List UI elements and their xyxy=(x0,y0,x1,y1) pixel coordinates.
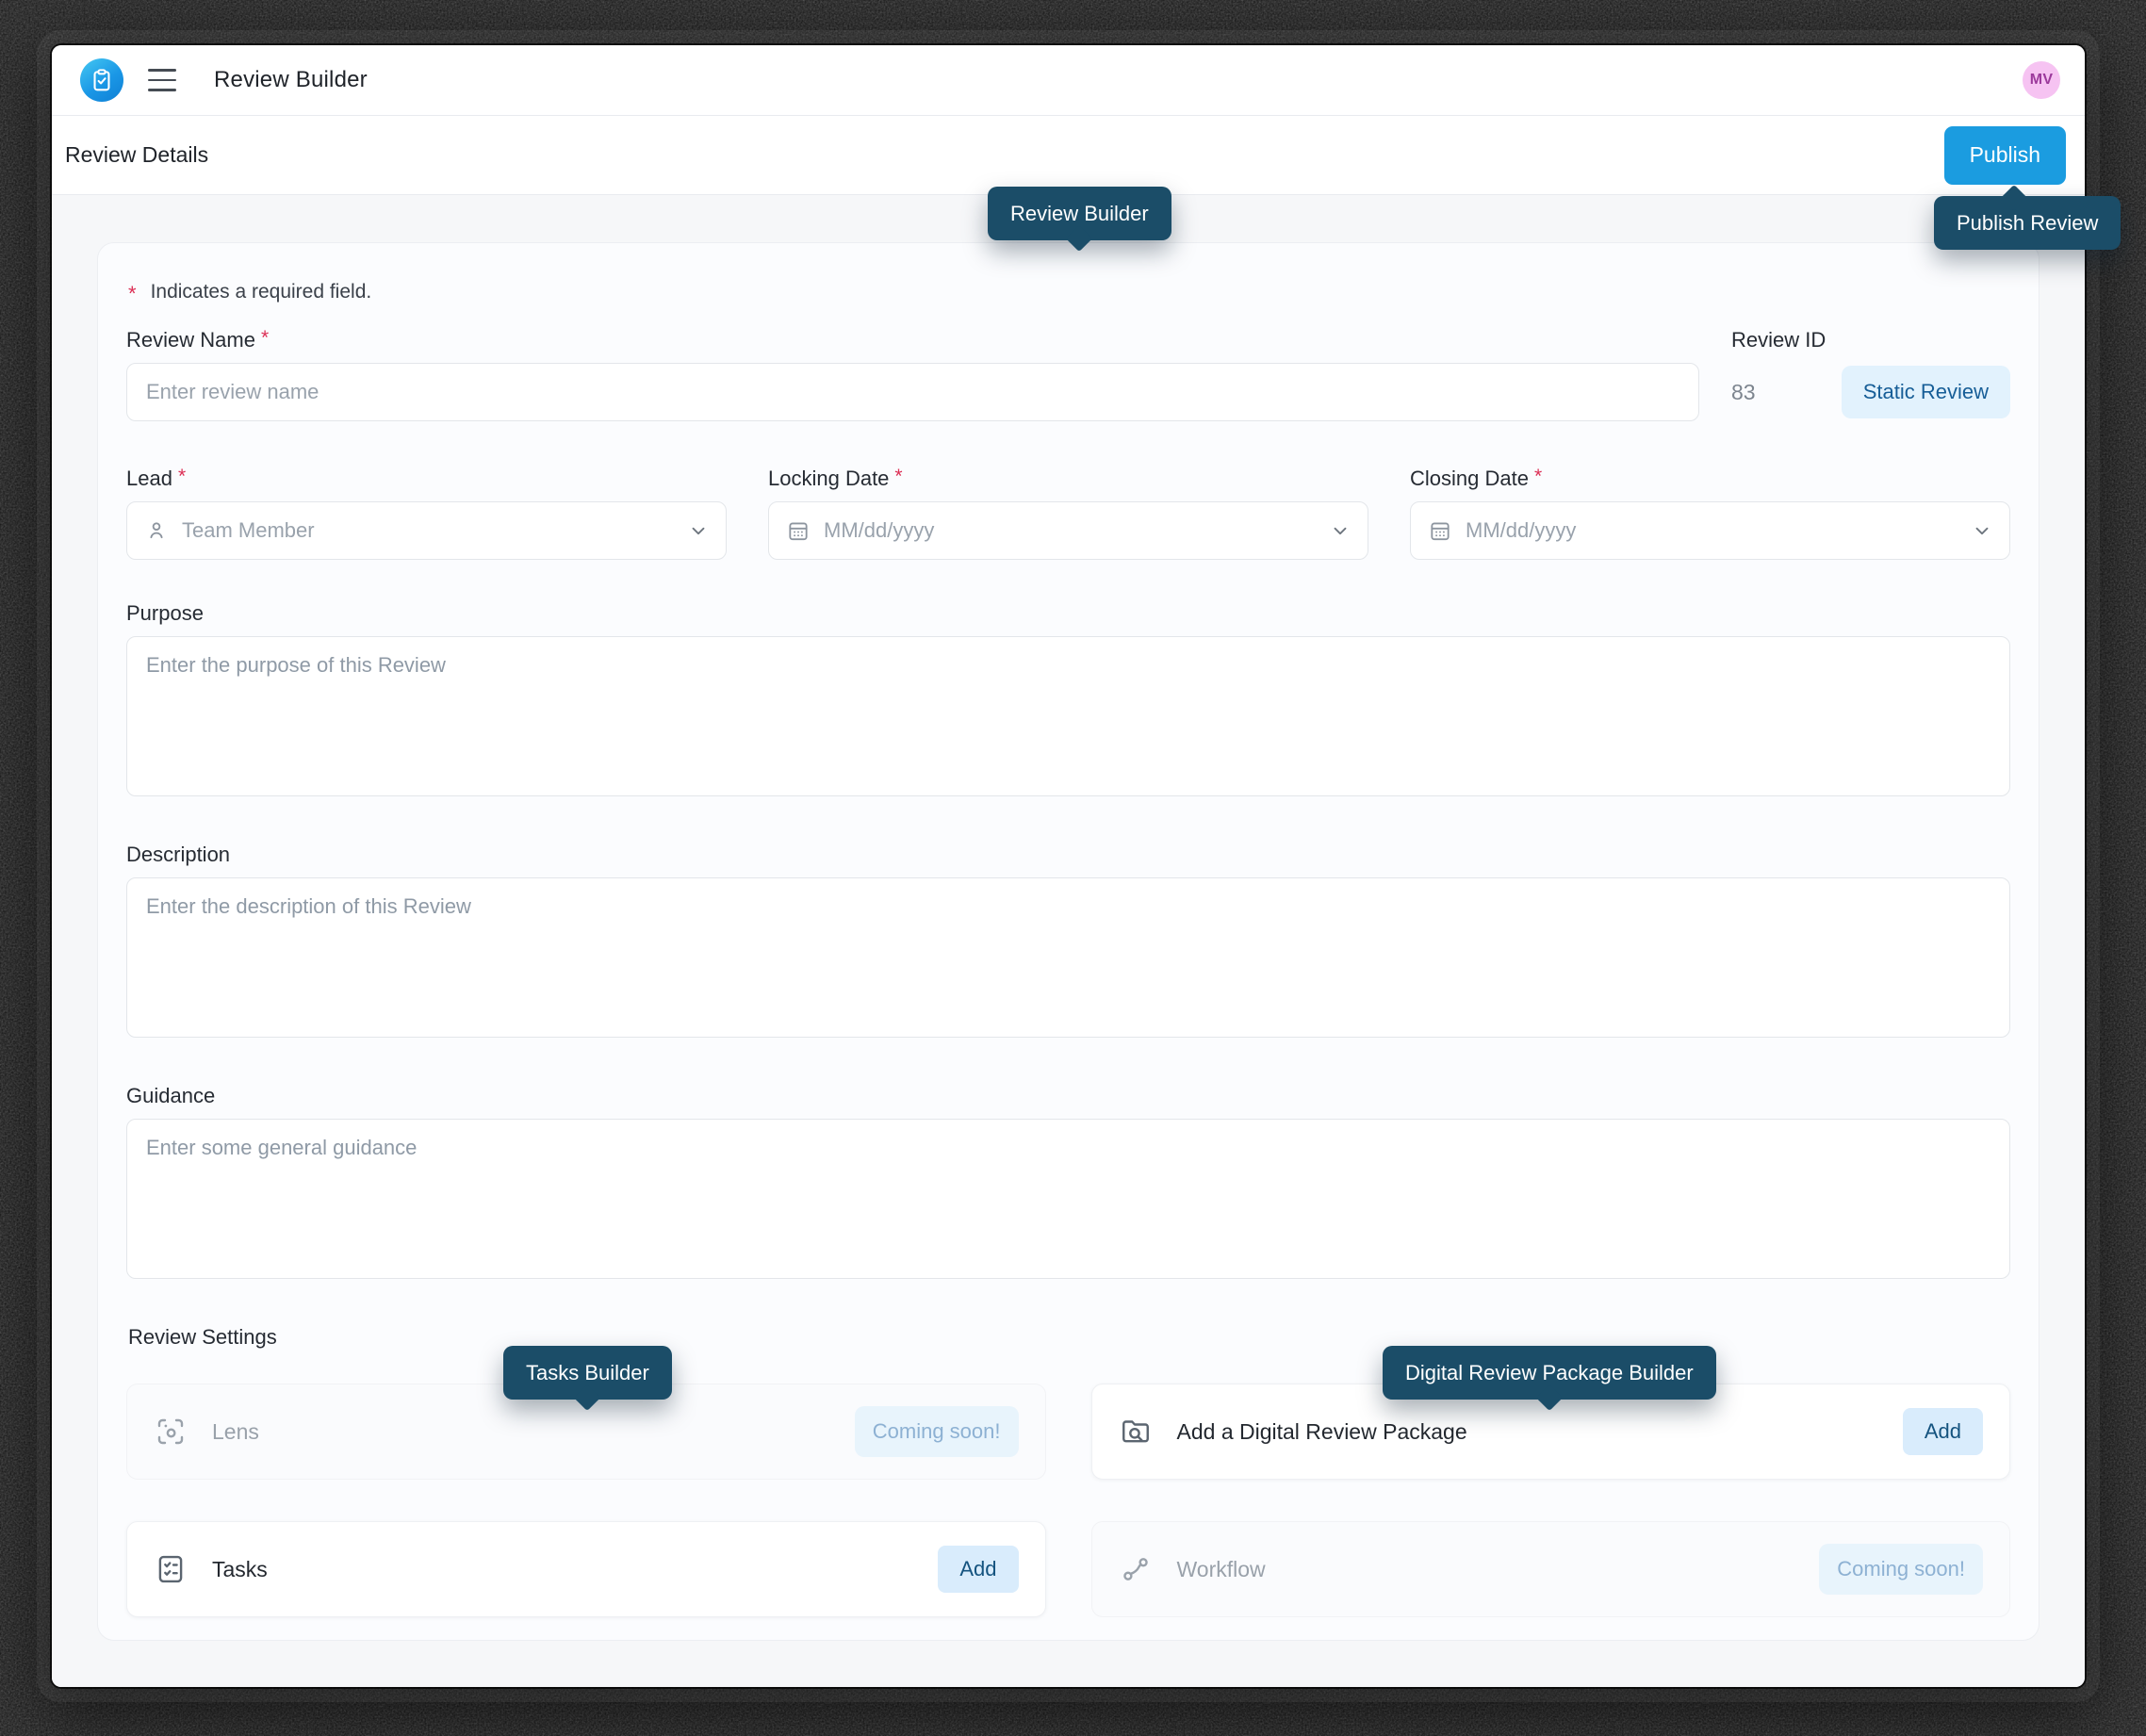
lens-coming-soon-badge: Coming soon! xyxy=(854,1406,1019,1457)
review-name-input[interactable] xyxy=(126,363,1699,421)
digital-review-package-builder-tooltip: Digital Review Package Builder xyxy=(1383,1346,1716,1412)
lens-icon xyxy=(154,1415,188,1449)
lead-placeholder: Team Member xyxy=(182,518,315,542)
guidance-label: Guidance xyxy=(126,1084,216,1107)
workflow-card: Workflow Coming soon! xyxy=(1090,1521,2010,1617)
review-settings-heading: Review Settings xyxy=(128,1325,277,1349)
page-header: Review Details Publish xyxy=(52,116,2085,195)
menu-icon[interactable] xyxy=(148,69,176,91)
description-label: Description xyxy=(126,843,231,866)
tasks-label: Tasks xyxy=(212,1556,268,1581)
locking-date-placeholder: MM/dd/yyyy xyxy=(824,518,935,542)
review-settings-grid: Lens Coming soon! Add a Digital Review P… xyxy=(126,1384,2010,1617)
lead-select[interactable]: Team Member xyxy=(126,501,727,560)
content-area: * Indicates a required field. Review Nam… xyxy=(52,195,2085,1687)
review-id-value: 83 xyxy=(1731,379,1756,404)
user-avatar[interactable]: MV xyxy=(2023,61,2060,99)
add-tasks-button[interactable]: Add xyxy=(938,1546,1019,1593)
required-asterisk: * xyxy=(260,327,270,349)
checklist-icon xyxy=(154,1552,188,1586)
digital-review-package-label: Add a Digital Review Package xyxy=(1176,1418,1467,1444)
add-digital-review-package-button[interactable]: Add xyxy=(1902,1408,1983,1455)
required-asterisk: * xyxy=(1533,466,1543,487)
required-asterisk: * xyxy=(177,466,187,487)
folder-search-icon xyxy=(1119,1415,1153,1449)
review-id-label: Review ID xyxy=(1731,328,1827,352)
app-window: Review Builder MV Review Details Publish… xyxy=(52,45,2085,1687)
tasks-builder-tooltip: Tasks Builder xyxy=(503,1346,672,1412)
workflow-icon xyxy=(1119,1552,1153,1586)
purpose-textarea[interactable] xyxy=(126,636,2010,796)
calendar-icon xyxy=(786,518,811,543)
review-name-label: Review Name * xyxy=(126,327,270,352)
required-asterisk: * xyxy=(894,466,903,487)
static-review-badge[interactable]: Static Review xyxy=(1841,366,2010,418)
chevron-down-icon xyxy=(688,520,709,541)
purpose-label: Purpose xyxy=(126,601,204,625)
person-icon xyxy=(144,518,169,543)
locking-date-picker[interactable]: MM/dd/yyyy xyxy=(768,501,1368,560)
review-builder-tooltip: Review Builder xyxy=(988,187,1171,253)
required-field-note: * Indicates a required field. xyxy=(128,281,372,305)
publish-button[interactable]: Publish xyxy=(1943,125,2066,185)
description-textarea[interactable] xyxy=(126,877,2010,1038)
closing-date-picker[interactable]: MM/dd/yyyy xyxy=(1410,501,2010,560)
calendar-icon xyxy=(1428,518,1452,543)
page-title: Review Details xyxy=(65,142,209,167)
lens-label: Lens xyxy=(212,1418,259,1444)
lead-label: Lead * xyxy=(126,466,187,490)
chevron-down-icon xyxy=(1330,520,1351,541)
guidance-textarea[interactable] xyxy=(126,1119,2010,1279)
tasks-card: Tasks Add xyxy=(126,1521,1046,1617)
app-logo[interactable] xyxy=(80,58,123,102)
chevron-down-icon xyxy=(1972,520,1992,541)
required-asterisk: * xyxy=(128,282,137,305)
app-title: Review Builder xyxy=(214,67,368,92)
review-details-card: * Indicates a required field. Review Nam… xyxy=(97,242,2040,1641)
top-navbar: Review Builder MV xyxy=(52,45,2085,116)
clipboard-check-icon xyxy=(93,69,110,91)
closing-date-label: Closing Date * xyxy=(1410,466,1543,490)
workflow-coming-soon-badge: Coming soon! xyxy=(1819,1544,1983,1595)
publish-review-tooltip: Publish Review xyxy=(1934,184,2121,250)
closing-date-placeholder: MM/dd/yyyy xyxy=(1466,518,1577,542)
workflow-label: Workflow xyxy=(1176,1556,1266,1581)
locking-date-label: Locking Date * xyxy=(768,466,903,490)
